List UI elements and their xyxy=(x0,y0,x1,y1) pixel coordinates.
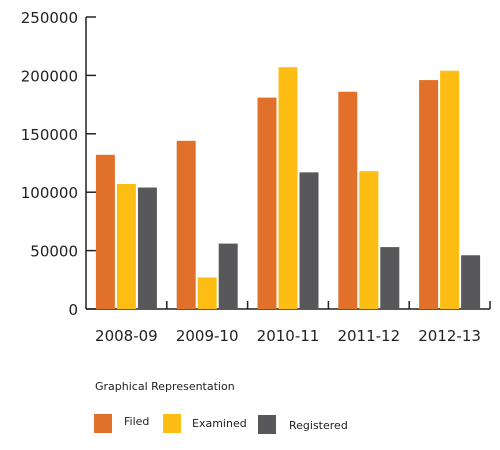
bar-registered xyxy=(137,187,157,309)
bar-registered xyxy=(299,172,319,309)
x-tick-label: 2012-13 xyxy=(418,327,481,345)
x-tick-label: 2010-11 xyxy=(257,327,320,345)
x-tick-label: 2011-12 xyxy=(337,327,400,345)
bar-registered xyxy=(461,255,481,309)
bar-examined xyxy=(116,184,136,309)
bar-examined xyxy=(278,67,298,309)
y-tick-label: 250000 xyxy=(21,9,78,27)
y-tick-label: 50000 xyxy=(30,243,78,261)
bar-examined xyxy=(197,277,217,309)
bar-filed xyxy=(419,80,439,310)
y-tick-label: 150000 xyxy=(21,126,78,144)
bar-filed xyxy=(257,97,277,309)
y-tick-label: 100000 xyxy=(21,184,78,202)
bar-filed xyxy=(95,154,115,309)
bar-registered xyxy=(380,247,400,309)
bar-filed xyxy=(176,140,196,309)
y-tick-label: 200000 xyxy=(21,67,78,85)
bar-registered xyxy=(218,243,238,309)
bar-examined xyxy=(440,70,460,309)
bar-filed xyxy=(338,91,358,309)
x-tick-label: 2009-10 xyxy=(176,327,239,345)
y-tick-label: 0 xyxy=(68,301,78,319)
bar-examined xyxy=(359,171,379,309)
x-tick-label: 2008-09 xyxy=(95,327,158,345)
